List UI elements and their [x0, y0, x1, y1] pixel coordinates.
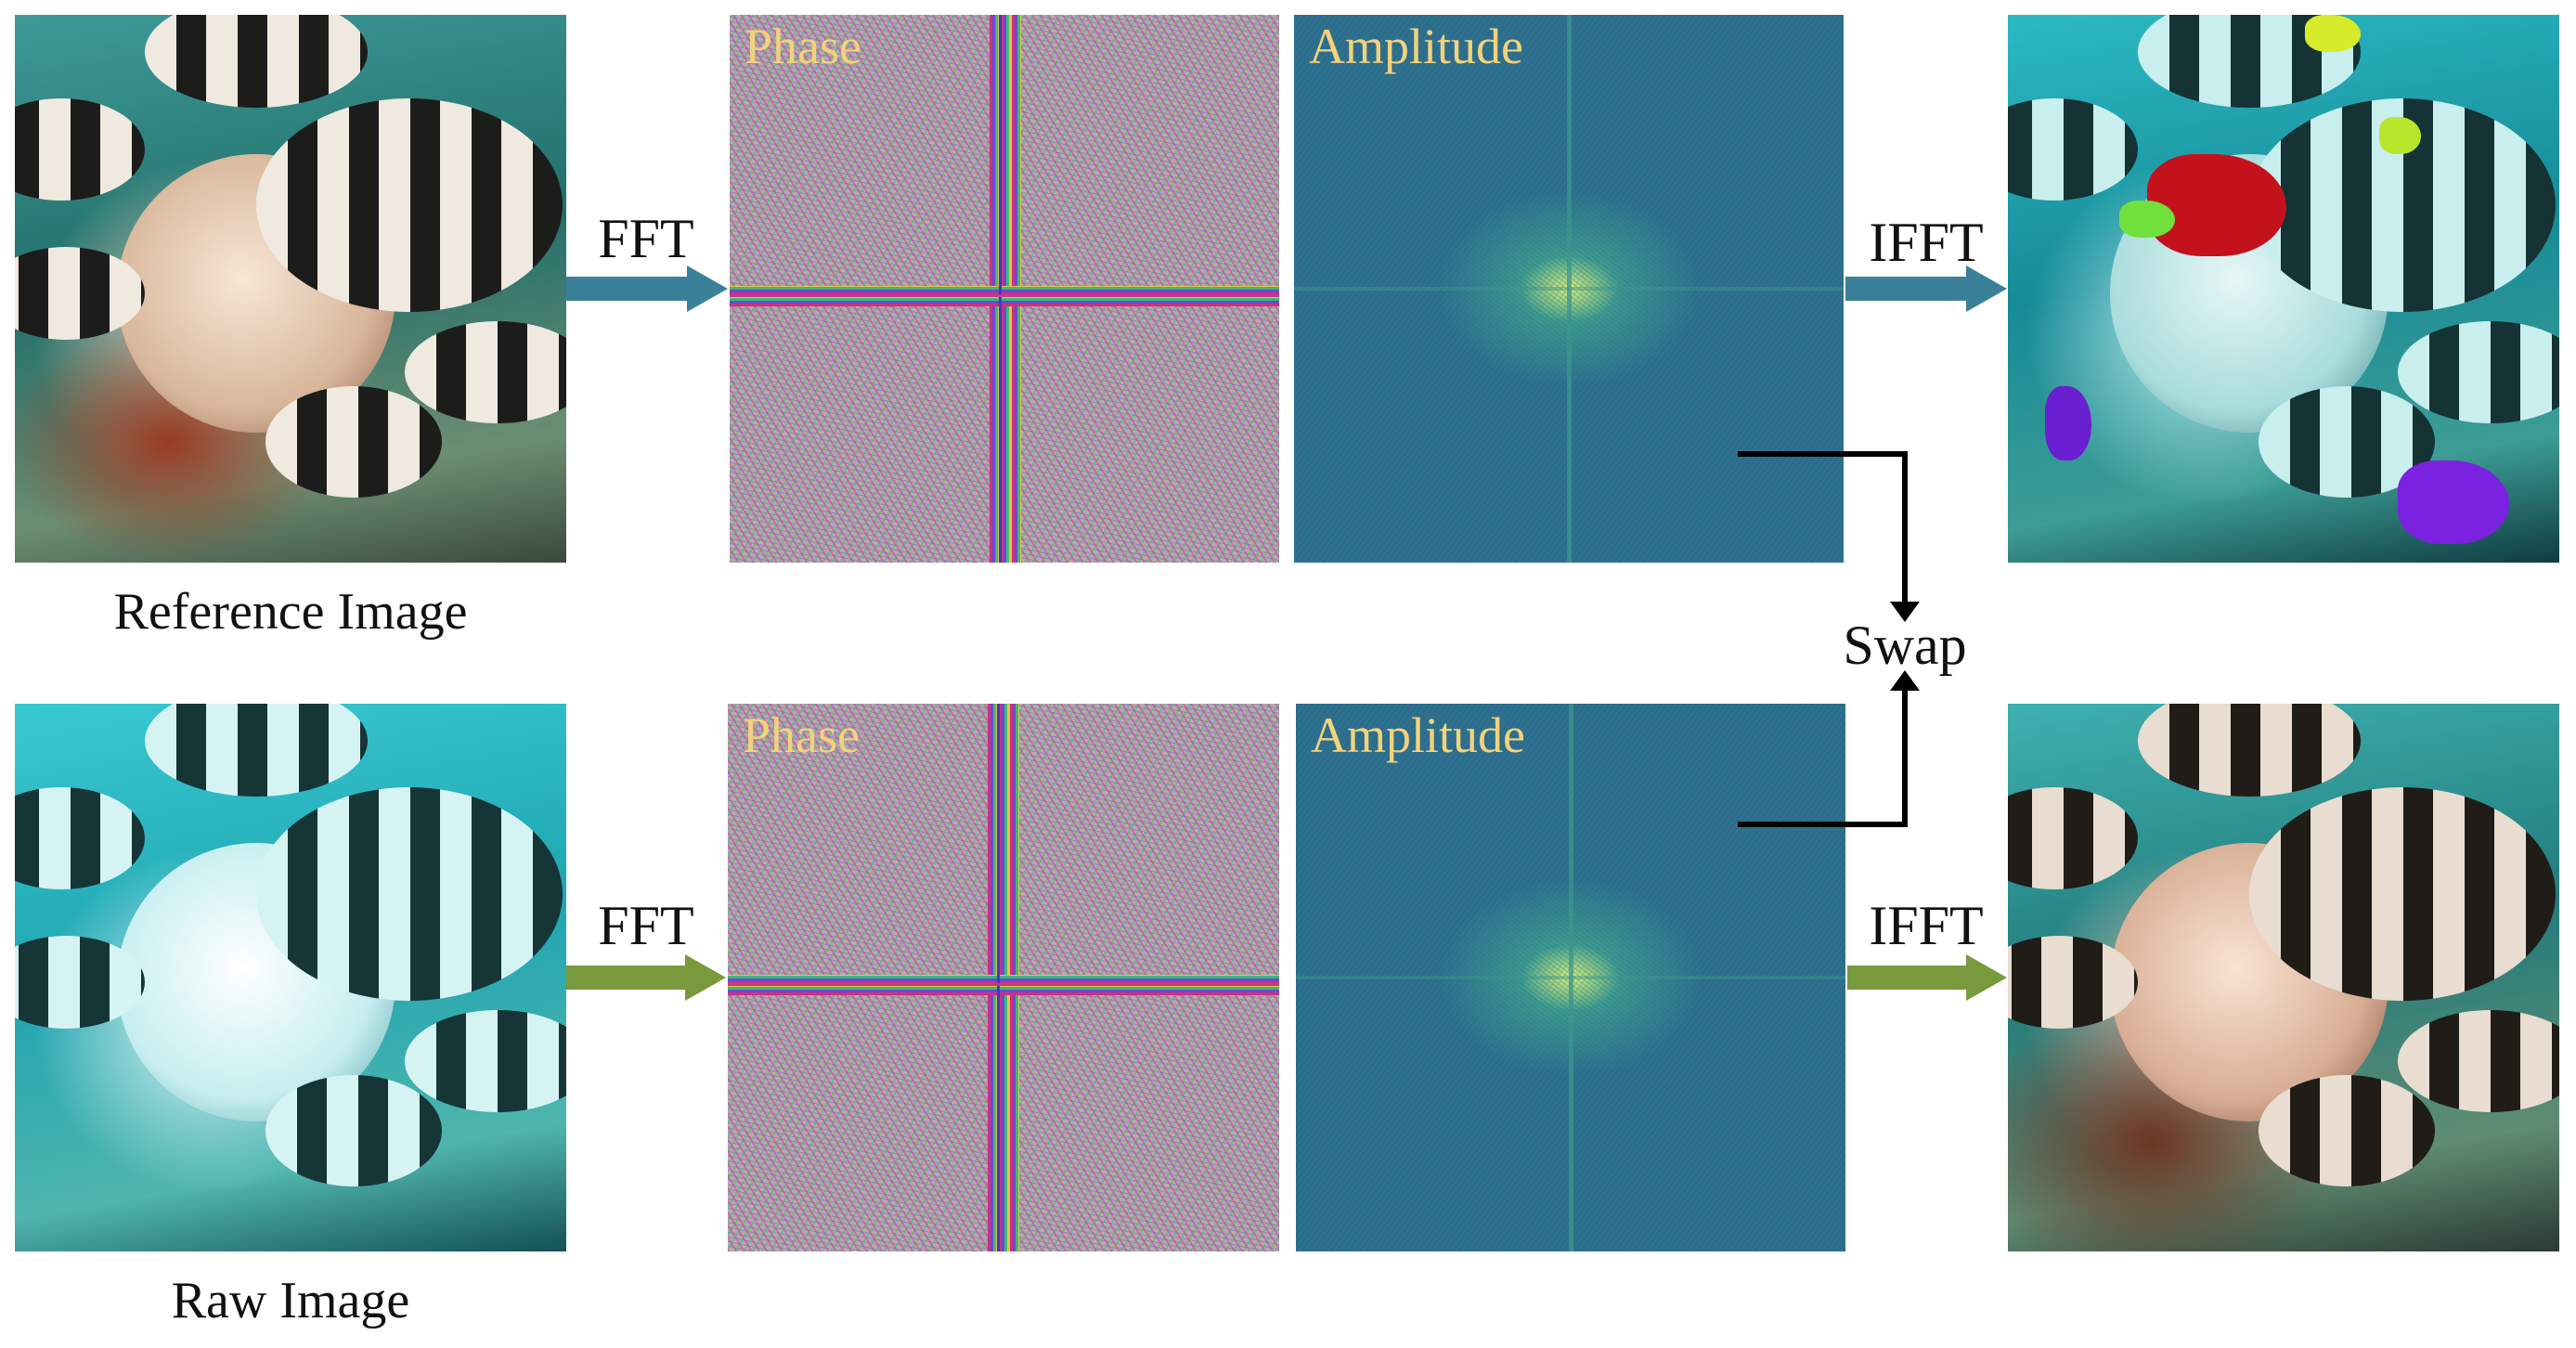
phase-spectrum-top: Phase [730, 15, 1279, 563]
amplitude-horizontal-axis [1296, 976, 1845, 979]
ifft-label-bottom: IFFT [1869, 895, 1984, 956]
fft-arrow-top [566, 266, 728, 312]
swap-label: Swap [1843, 615, 1967, 676]
artifact-lime [2379, 117, 2421, 154]
artifact-yellow [2305, 15, 2361, 52]
swap-connector-top [1738, 451, 1920, 622]
fish [405, 1010, 566, 1112]
fish [256, 98, 563, 312]
reference-image-caption: Reference Image [113, 583, 468, 641]
raw-image [15, 704, 566, 1251]
reconstructed-image-top [2008, 15, 2559, 563]
reference-image [15, 15, 566, 563]
fish [15, 247, 145, 340]
amplitude-spectrum-top: Amplitude [1294, 15, 1844, 563]
fish [265, 1075, 442, 1186]
fish [2249, 787, 2556, 1001]
fish [2008, 98, 2138, 201]
fish [15, 936, 145, 1029]
fish [2008, 787, 2138, 889]
artifact-green [2119, 201, 2175, 238]
fish [2398, 321, 2559, 423]
fish [145, 704, 368, 797]
phase-label-top: Phase [744, 19, 861, 74]
ifft-label-top: IFFT [1869, 212, 1984, 273]
amplitude-spectrum-bottom: Amplitude [1296, 704, 1845, 1251]
ifft-arrow-bottom [1847, 954, 2007, 1001]
phase-horizontal-axis [730, 294, 1279, 297]
fish [2259, 1075, 2435, 1186]
fft-label-bottom: FFT [598, 895, 694, 956]
phase-label-bottom: Phase [743, 707, 860, 763]
fft-arrow-bottom [566, 954, 726, 1001]
fish [256, 787, 563, 1001]
amplitude-vertical-axis [1569, 704, 1573, 1251]
phase-vertical-axis [997, 704, 1000, 1251]
phase-vertical-axis [999, 15, 1002, 563]
artifact-purple [2398, 460, 2509, 544]
fish [15, 787, 145, 889]
amplitude-label-bottom: Amplitude [1311, 707, 1525, 763]
fish [145, 15, 368, 108]
reconstructed-image-bottom [2008, 704, 2559, 1251]
fish [2398, 1010, 2559, 1112]
artifact-red [2147, 154, 2286, 256]
swap-connector-bottom [1738, 670, 1920, 827]
ifft-arrow-top [1845, 266, 2007, 312]
fish [405, 321, 566, 423]
raw-image-caption: Raw Image [171, 1272, 410, 1329]
amplitude-label-top: Amplitude [1309, 19, 1523, 74]
artifact-violet [2045, 386, 2091, 460]
fish [2138, 704, 2361, 797]
amplitude-horizontal-axis [1294, 287, 1844, 291]
fft-label-top: FFT [598, 208, 694, 269]
phase-horizontal-axis [728, 983, 1279, 986]
fish [265, 386, 442, 498]
fish [15, 98, 145, 201]
amplitude-vertical-axis [1567, 15, 1572, 563]
fish [2008, 936, 2138, 1029]
phase-spectrum-bottom: Phase [728, 704, 1279, 1251]
